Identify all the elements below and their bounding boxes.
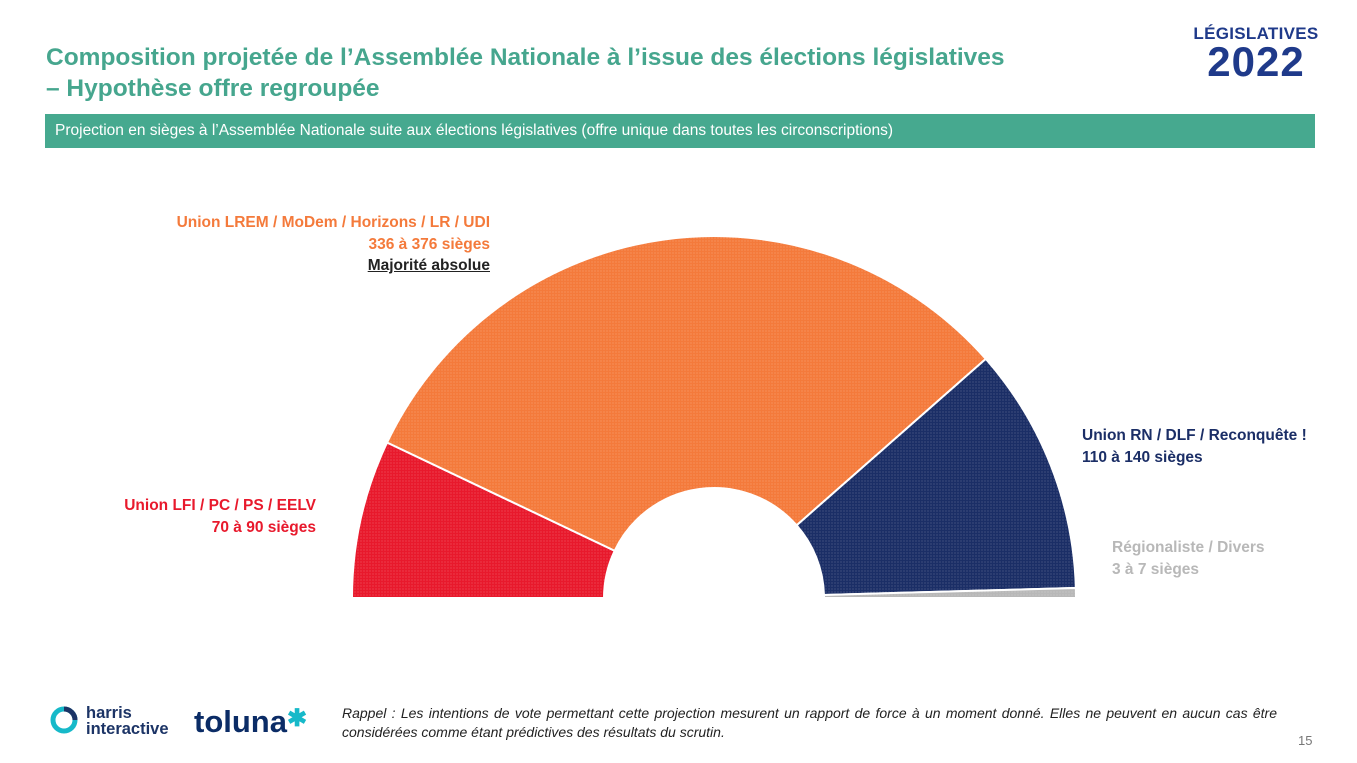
label-rn-name: Union RN / DLF / Reconquête ! (1082, 427, 1307, 444)
label-divers-group: Régionaliste / Divers 3 à 7 sièges (1112, 537, 1312, 580)
label-lrem-group: Union LREM / MoDem / Horizons / LR / UDI… (90, 212, 490, 277)
toluna-text: toluna (194, 704, 287, 739)
segment-lfi-texture (352, 442, 615, 598)
label-lrem-range: 336 à 376 sièges (368, 235, 490, 253)
segment-divers-texture (823, 587, 1077, 598)
label-lrem-note: Majorité absolue (367, 257, 490, 274)
label-divers-name: Régionaliste / Divers (1112, 539, 1265, 556)
label-rn-range: 110 à 140 sièges (1082, 448, 1203, 466)
harris-ring-icon (50, 706, 78, 734)
title-line-2: – Hypothèse offre regroupée (46, 75, 380, 102)
segment-rn-texture (796, 358, 1076, 595)
footer-logos: harris interactive toluna✱ (48, 703, 328, 743)
label-lfi-range: 70 à 90 sièges (211, 518, 316, 536)
toluna-logo: toluna✱ (194, 704, 307, 740)
logo-year: 2022 (1207, 38, 1305, 85)
subtitle-banner: Projection en sièges à l’Assemblée Natio… (45, 114, 1315, 148)
segment-lrem-texture (387, 236, 986, 551)
disclaimer-note: Rappel : Les intentions de vote permetta… (342, 705, 1277, 740)
asterisk-icon: ✱ (287, 705, 308, 732)
logo-top-text: LÉGISLATIVES (1193, 24, 1319, 43)
title-line-1: Composition projetée de l’Assemblée Nati… (46, 44, 1005, 71)
label-rn-group: Union RN / DLF / Reconquête ! 110 à 140 … (1082, 425, 1342, 468)
page-number: 15 (1298, 733, 1313, 748)
label-lfi-name: Union LFI / PC / PS / EELV (124, 497, 316, 514)
legislatives-2022-logo: LÉGISLATIVES 2022 (1192, 24, 1320, 85)
label-lrem-name: Union LREM / MoDem / Horizons / LR / UDI (176, 214, 490, 231)
harris-interactive-logo: harris interactive (86, 704, 169, 738)
page-title: Composition projetée de l’Assemblée Nati… (46, 42, 1126, 104)
label-lfi-group: Union LFI / PC / PS / EELV 70 à 90 siège… (50, 495, 316, 538)
harris-line-2: interactive (86, 720, 169, 738)
harris-line-1: harris (86, 704, 132, 722)
label-divers-range: 3 à 7 sièges (1112, 560, 1200, 578)
